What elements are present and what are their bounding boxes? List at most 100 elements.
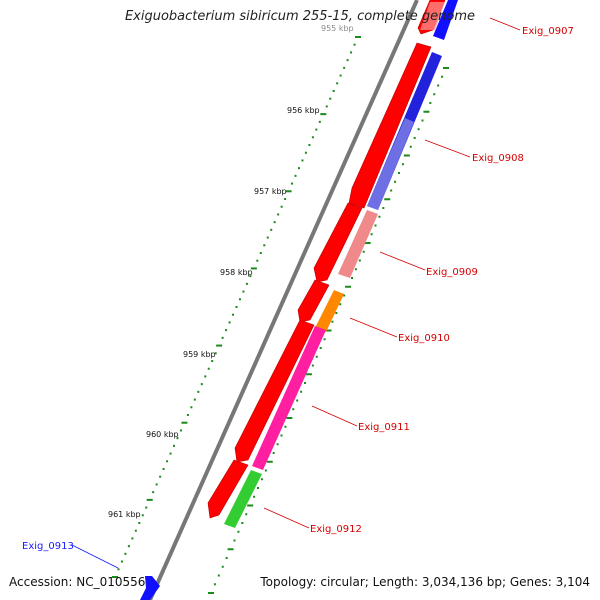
outer-minor-tick [221, 565, 224, 568]
minor-tick [249, 275, 252, 278]
label-leaders [71, 17, 521, 569]
outer-minor-tick [339, 303, 342, 306]
minor-tick [176, 437, 179, 440]
minor-tick [329, 97, 332, 100]
minor-tick [117, 568, 120, 571]
gene-exig-0908-arrow[interactable] [348, 42, 432, 209]
major-tick [250, 267, 257, 270]
gene-label[interactable]: Exig_0913 [22, 541, 74, 552]
outer-minor-tick [319, 347, 322, 349]
major-tick [112, 576, 118, 578]
minor-tick [162, 468, 165, 470]
minor-tick [124, 552, 127, 555]
minor-tick [353, 43, 356, 46]
outer-minor-tick [370, 233, 373, 236]
track-exig-0911[interactable] [252, 326, 326, 470]
outer-minor-tick [323, 338, 326, 341]
annotation-track [224, 0, 458, 528]
minor-tick [221, 336, 224, 339]
outer-minor-tick [401, 163, 404, 166]
gene-label[interactable]: Exig_0912 [310, 524, 362, 535]
outer-minor-tick [394, 180, 397, 183]
outer-minor-tick [217, 574, 220, 577]
minor-tick [304, 151, 307, 154]
track-exig-0907[interactable] [433, 0, 458, 40]
minor-tick [235, 306, 238, 308]
gene-exig-0913-arrow[interactable] [140, 576, 160, 600]
right-ticks [208, 67, 449, 594]
minor-tick [297, 167, 300, 170]
minor-tick [211, 360, 214, 362]
minor-tick [159, 475, 162, 478]
outer-minor-tick [351, 277, 353, 279]
outer-minor-tick [409, 145, 412, 148]
minor-ticks [112, 36, 361, 578]
gene-exig-0912-arrow[interactable] [207, 459, 249, 519]
outer-major-tick [325, 329, 332, 332]
genome-summary-text: Topology: circular; Length: 3,034,136 bp… [260, 575, 590, 589]
track-exig-0907-pink[interactable] [420, 2, 445, 30]
minor-tick [273, 221, 276, 224]
track-exig-0909[interactable] [338, 210, 378, 278]
minor-tick [346, 59, 349, 62]
outer-minor-tick [213, 583, 216, 586]
minor-tick [190, 406, 193, 409]
outer-minor-tick [311, 364, 314, 367]
major-tick [216, 344, 223, 347]
outer-minor-tick [264, 469, 267, 472]
minor-tick [325, 105, 328, 108]
minor-tick [256, 259, 259, 262]
outer-minor-tick [354, 268, 357, 271]
outer-minor-tick [280, 434, 283, 437]
outer-minor-tick [253, 495, 256, 498]
minor-tick [336, 82, 339, 85]
minor-tick [294, 174, 297, 177]
outer-minor-tick [225, 557, 228, 559]
minor-tick [277, 213, 280, 216]
outer-minor-tick [331, 320, 334, 323]
major-tick [320, 113, 327, 116]
track-exig-0912[interactable] [224, 470, 262, 528]
gene-label[interactable]: Exig_0909 [426, 267, 478, 278]
minor-tick [311, 136, 314, 139]
outer-major-tick [443, 67, 449, 69]
track-exig-0910[interactable] [315, 290, 344, 332]
minor-tick [131, 537, 134, 540]
gene-exig-0909-arrow[interactable] [313, 202, 363, 283]
minor-tick [232, 313, 235, 316]
gene-label[interactable]: Exig_0908 [472, 153, 524, 164]
outer-minor-tick [272, 452, 275, 454]
gene-exig-0910-arrow[interactable] [297, 279, 330, 323]
outer-minor-tick [413, 137, 416, 139]
kbp-label: 957 kbp [254, 187, 287, 196]
gene-labels: Exig_0907 Exig_0908 Exig_0909 Exig_0910 … [22, 26, 574, 552]
minor-tick [173, 444, 176, 447]
kbp-labels: 955 kbp 956 kbp 957 kbp 958 kbp 959 kbp … [108, 24, 354, 519]
minor-tick [193, 398, 196, 401]
track-exig-0908-fade[interactable] [367, 118, 414, 210]
gene-label[interactable]: Exig_0911 [358, 422, 410, 433]
gene-label[interactable]: Exig_0907 [522, 26, 574, 37]
kbp-label: 955 kbp [321, 24, 354, 33]
outer-minor-tick [421, 119, 424, 122]
outer-minor-tick [241, 522, 244, 524]
outer-minor-tick [358, 259, 361, 262]
minor-tick [318, 120, 321, 123]
outer-minor-tick [437, 84, 440, 87]
minor-tick [259, 252, 262, 254]
kbp-label: 956 kbp [287, 106, 320, 115]
minor-tick [291, 182, 294, 185]
outer-minor-tick [300, 390, 303, 393]
gene-exig-0911-arrow[interactable] [234, 319, 315, 463]
outer-minor-tick [378, 215, 381, 218]
major-tick [355, 36, 361, 38]
minor-tick [169, 452, 172, 455]
minor-tick [225, 329, 228, 332]
minor-tick [145, 506, 148, 509]
outer-major-tick [247, 504, 254, 507]
minor-tick [332, 90, 335, 92]
outer-minor-tick [315, 355, 318, 358]
major-tick [285, 190, 292, 193]
gene-label[interactable]: Exig_0910 [398, 333, 450, 344]
